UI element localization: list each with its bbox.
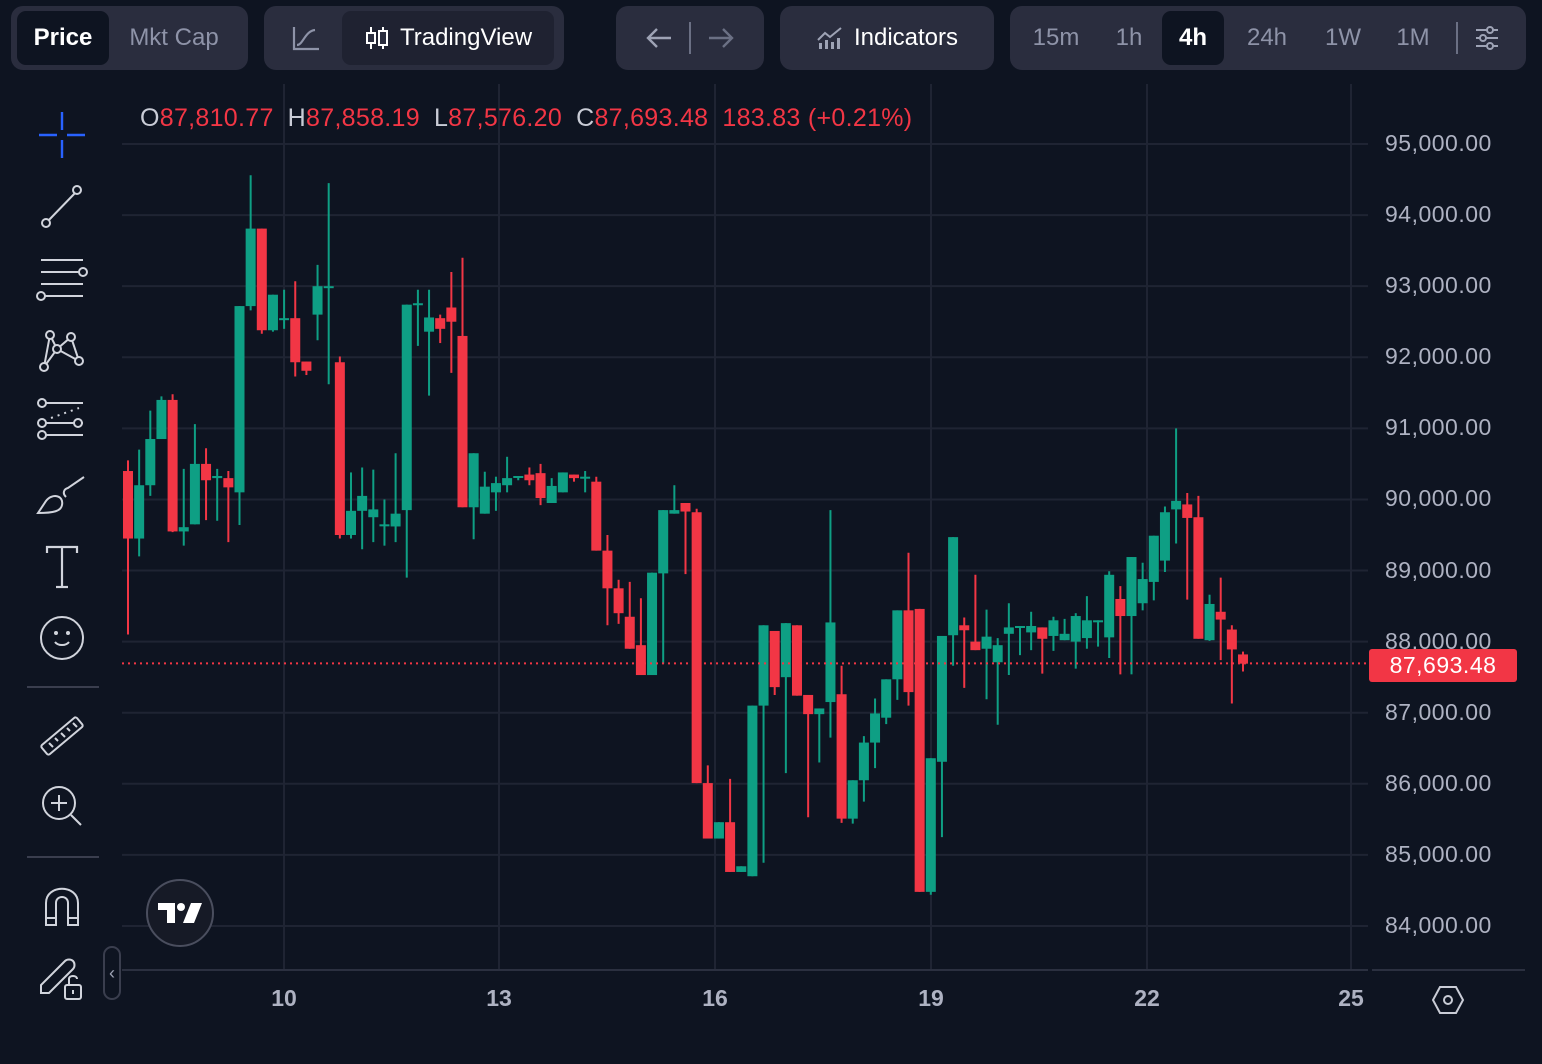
chart-type-toggle: TradingView	[264, 6, 564, 70]
timeframe-24h[interactable]: 24h	[1246, 24, 1288, 51]
sidebar-divider	[27, 686, 99, 688]
price-tick-label: 85,000.00	[1385, 840, 1492, 867]
fib-retracement-icon	[37, 398, 83, 440]
text-tool[interactable]	[32, 536, 92, 596]
fib-tool[interactable]	[32, 389, 92, 449]
price-tick-label: 86,000.00	[1385, 769, 1492, 796]
lock-drawing-icon	[40, 958, 82, 1000]
tab-price[interactable]: Price	[17, 11, 109, 65]
close-label: C	[576, 104, 595, 132]
horizontal-lines-tool[interactable]	[32, 247, 92, 307]
indicators-button[interactable]: Indicators	[780, 6, 994, 70]
trend-line-tool[interactable]	[32, 176, 92, 236]
low-label: L	[433, 104, 449, 132]
tradingview-button[interactable]: TradingView	[342, 11, 554, 65]
nav-divider	[689, 22, 691, 54]
timeframe-1m[interactable]: 1M	[1396, 24, 1430, 51]
brush-icon	[36, 476, 85, 515]
forward-button[interactable]	[695, 11, 747, 65]
top-toolbar: Price Mkt Cap TradingView Indicators 15m…	[0, 6, 1542, 70]
tradingview-logo[interactable]	[146, 879, 214, 947]
ruler-tool[interactable]	[32, 706, 92, 766]
sidebar-divider	[27, 856, 99, 858]
lock-drawing-tool[interactable]	[32, 948, 92, 1008]
price-tick-label: 87,000.00	[1385, 698, 1492, 725]
timeframe-15m[interactable]: 15m	[1032, 24, 1080, 51]
price-tick-label: 84,000.00	[1385, 911, 1492, 938]
price-tick-label: 93,000.00	[1385, 272, 1492, 299]
history-nav	[616, 6, 764, 70]
magnet-tool[interactable]	[32, 876, 92, 936]
sliders-icon	[1476, 26, 1498, 50]
timeframe-4h[interactable]: 4h	[1162, 11, 1224, 65]
time-tick-label: 22	[1134, 985, 1160, 1011]
time-tick-label: 19	[918, 985, 944, 1011]
time-tick-label: 13	[486, 985, 512, 1011]
ohlc-legend: O87,810.77 H87,858.19 L87,576.20 C87,693…	[140, 104, 912, 133]
emoji-icon	[40, 616, 84, 660]
arrow-right-icon	[709, 28, 734, 48]
time-tick-label: 25	[1338, 985, 1364, 1011]
change-value: 183.83 (+0.21%)	[722, 104, 913, 132]
time-tick-label: 10	[271, 985, 297, 1011]
pattern-tool[interactable]	[32, 318, 92, 378]
crosshair-icon	[39, 112, 85, 158]
trend-line-icon	[41, 185, 82, 228]
timeframe-divider	[1456, 22, 1458, 54]
pattern-icon	[39, 330, 84, 372]
zoom-in-icon	[42, 786, 82, 826]
last-price-tag: 87,693.48	[1369, 649, 1517, 682]
low-value: 87,576.20	[448, 104, 563, 132]
arrow-left-icon	[646, 28, 671, 48]
open-label: O	[140, 104, 160, 132]
line-chart-button[interactable]	[270, 11, 342, 65]
axis-settings-button[interactable]	[1431, 983, 1465, 1017]
high-value: 87,858.19	[306, 104, 420, 132]
price-tick-label: 89,000.00	[1385, 556, 1492, 583]
settings-hexagon-icon	[1431, 986, 1465, 1014]
close-value: 87,693.48	[594, 104, 709, 132]
chart-settings-button[interactable]	[1464, 11, 1510, 65]
tradingview-label: TradingView	[399, 24, 533, 51]
time-tick-label: 16	[702, 985, 728, 1011]
price-tick-label: 91,000.00	[1385, 414, 1492, 441]
horizontal-lines-icon	[36, 259, 88, 301]
timeframe-selector: 15m 1h 4h 24h 1W 1M	[1010, 6, 1526, 70]
high-label: H	[287, 104, 307, 132]
ruler-icon	[40, 716, 84, 756]
indicators-icon	[817, 27, 842, 49]
price-tick-label: 92,000.00	[1385, 343, 1492, 370]
tab-mkt-cap[interactable]: Mkt Cap	[129, 24, 219, 51]
magnet-icon	[45, 887, 79, 926]
emoji-tool[interactable]	[32, 608, 92, 668]
timeframe-1w[interactable]: 1W	[1325, 24, 1361, 51]
tradingview-logo-icon	[158, 903, 202, 923]
price-tick-label: 95,000.00	[1385, 130, 1492, 156]
price-mktcap-toggle: Price Mkt Cap	[11, 6, 248, 70]
text-icon	[45, 545, 79, 589]
timeframe-1h[interactable]: 1h	[1115, 24, 1143, 51]
price-tick-label: 94,000.00	[1385, 201, 1492, 228]
candlestick-icon	[365, 27, 388, 49]
line-chart-icon	[292, 27, 319, 51]
back-button[interactable]	[633, 11, 685, 65]
indicators-label: Indicators	[853, 24, 959, 51]
open-value: 87,810.77	[159, 104, 274, 132]
brush-tool[interactable]	[32, 466, 92, 526]
crosshair-tool[interactable]	[32, 105, 92, 165]
price-tick-label: 90,000.00	[1385, 485, 1492, 512]
collapse-sidebar-button[interactable]: ‹	[103, 946, 121, 1000]
drawing-toolbar: ‹	[0, 90, 122, 1030]
zoom-in-tool[interactable]	[32, 776, 92, 836]
